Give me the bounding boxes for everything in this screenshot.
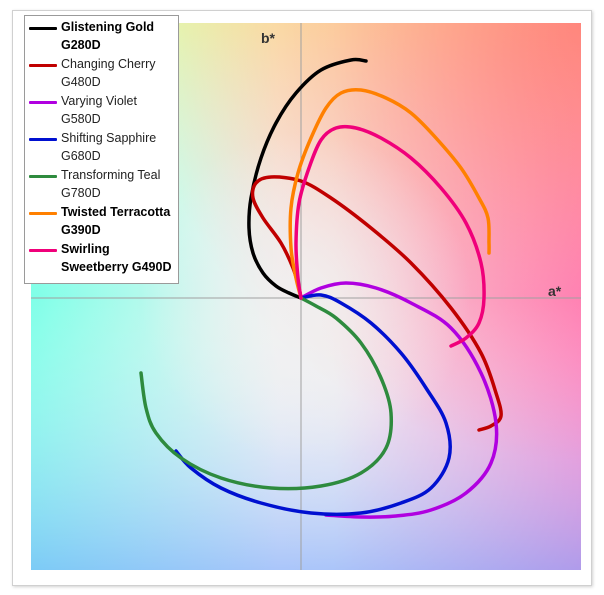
series-line-2	[250, 175, 503, 432]
legend-item: Changing Cherry G480D	[29, 56, 174, 91]
legend-swatch	[29, 64, 57, 67]
legend-label: Changing Cherry G480D	[61, 57, 156, 89]
legend-item: Glistening Gold G280D	[29, 19, 174, 54]
series-layer	[139, 57, 503, 519]
legend-swatch	[29, 138, 57, 141]
legend: Glistening Gold G280D Changing Cherry G48…	[24, 15, 179, 284]
legend-label: Transforming Teal G780D	[61, 168, 161, 200]
legend-label: Shifting Sapphire G680D	[61, 131, 157, 163]
legend-item: Transforming Teal G780D	[29, 167, 174, 202]
legend-label: Varying Violet G580D	[61, 94, 137, 126]
legend-swatch	[29, 101, 57, 104]
legend-label: Twisted Terracotta G390D	[61, 205, 171, 237]
series-line-7	[294, 124, 486, 348]
legend-item: Varying Violet G580D	[29, 93, 174, 128]
legend-item: Twisted Terracotta G390D	[29, 204, 174, 239]
legend-swatch	[29, 175, 57, 178]
legend-swatch	[29, 212, 57, 215]
series-line-4	[174, 293, 452, 517]
series-line-6	[288, 87, 491, 300]
legend-item: Shifting Sapphire G680D	[29, 130, 174, 165]
y-axis-label: b*	[261, 30, 275, 46]
series-line-1	[247, 57, 368, 300]
legend-swatch	[29, 249, 57, 252]
legend-label: Glistening Gold G280D	[61, 20, 155, 52]
legend-label: Swirling Sweetberry G490D	[61, 242, 172, 274]
legend-item: Swirling Sweetberry G490D	[29, 241, 174, 276]
series-line-3	[299, 281, 499, 519]
series-line-5	[139, 296, 394, 491]
legend-swatch	[29, 27, 57, 30]
x-axis-label: a*	[548, 283, 562, 299]
